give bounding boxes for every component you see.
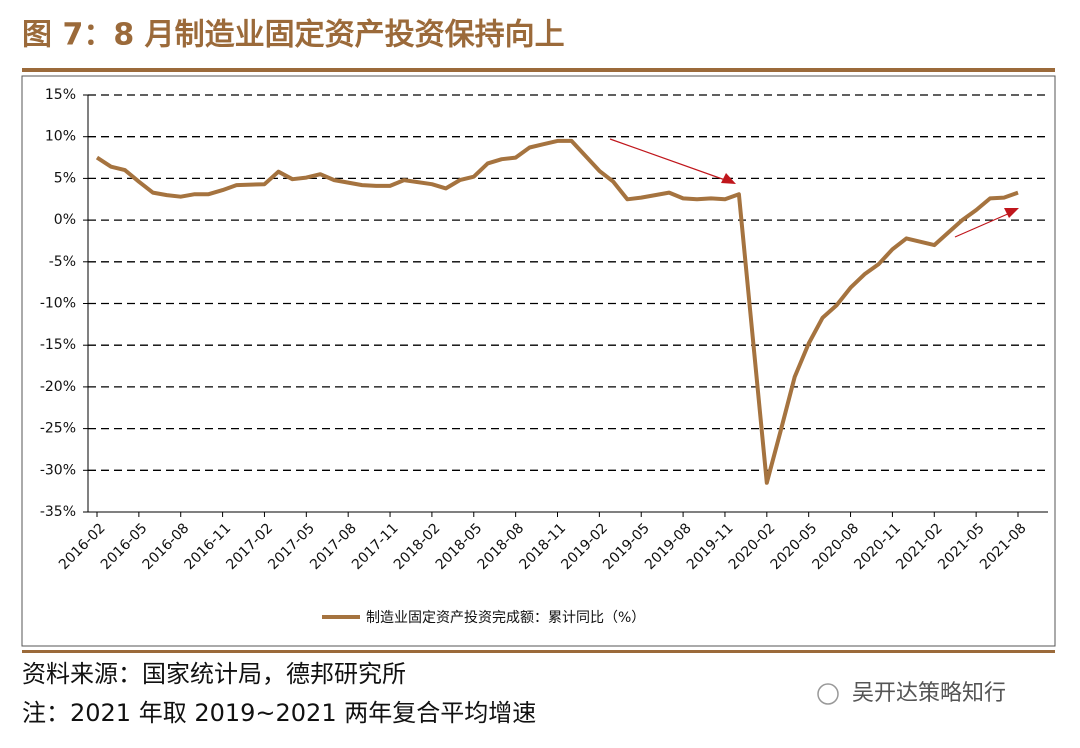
y-tick-label: -10% xyxy=(40,296,76,312)
chart-title: 图 7：8 月制造业固定资产投资保持向上 xyxy=(22,18,565,53)
y-tick-label: -15% xyxy=(40,337,76,353)
annotation-arrow xyxy=(954,212,1011,238)
y-tick-label: -30% xyxy=(40,462,76,478)
legend-label: 制造业固定资产投资完成额：累计同比（%） xyxy=(366,610,645,626)
y-tick-label: -20% xyxy=(40,379,76,395)
watermark-icon xyxy=(817,683,839,705)
arrow-head xyxy=(1004,208,1019,218)
data-line xyxy=(95,138,1019,485)
y-tick-label: 10% xyxy=(45,129,76,145)
y-tick-label: -25% xyxy=(40,421,76,437)
annotation-arrow xyxy=(609,138,729,182)
watermark: 吴开达策略知行 xyxy=(852,681,1006,706)
y-tick-label: 0% xyxy=(54,212,76,228)
title-rule xyxy=(22,68,1055,72)
bottom-rule xyxy=(22,650,1055,653)
y-tick-label: 15% xyxy=(45,87,76,103)
note: 注：2021 年取 2019~2021 两年复合平均增速 xyxy=(22,699,536,727)
plot-area: 15%10%5%0%-5%-10%-15%-20%-25%-30%-35%201… xyxy=(40,87,1048,573)
chart-frame xyxy=(21,75,1056,647)
y-tick-label: -5% xyxy=(49,254,76,270)
y-tick-label: -35% xyxy=(40,504,76,520)
y-tick-label: 5% xyxy=(54,170,76,186)
source: 资料来源：国家统计局，德邦研究所 xyxy=(22,660,406,688)
arrow-head xyxy=(721,173,736,184)
